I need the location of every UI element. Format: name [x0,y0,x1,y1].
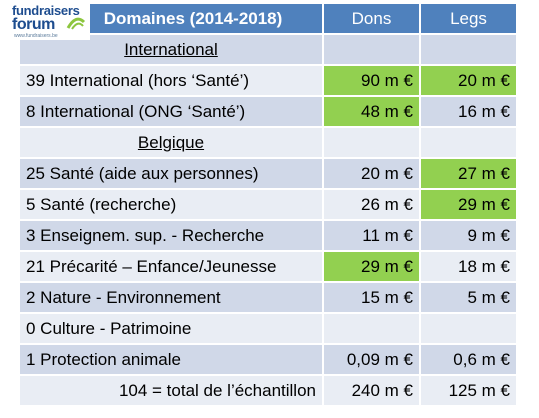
header-legs: Legs [421,4,516,33]
dons-value: 15 m € [324,283,419,312]
table-row: 0 Culture - Patrimoine [20,314,516,343]
total-row: 104 = total de l’échantillon 240 m €125 m… [20,376,516,405]
domain-label: 21 Précarité – Enfance/Jeunesse [20,252,322,281]
table-row: 2 Nature - Environnement 15 m €5 m € [20,283,516,312]
domain-label: 2 Nature - Environnement [20,283,322,312]
dons-value [324,35,419,64]
dons-value: 26 m € [324,190,419,219]
table-header-row: Domaines (2014-2018) Dons Legs [20,4,516,33]
logo-url: www.fundraisers.be [14,33,58,39]
dons-value [324,128,419,157]
legs-value [421,314,516,343]
domain-label: 1 Protection animale [20,345,322,374]
logo-line1: fundraisers [12,3,80,18]
section-label-text: International [124,39,218,59]
legs-value [421,128,516,157]
table-row: 8 International (ONG ‘Santé’) 48 m €16 m … [20,97,516,126]
table-row: 1 Protection animale 0,09 m €0,6 m € [20,345,516,374]
section-label-text: Belgique [137,132,205,152]
domain-label: 39 International (hors ‘Santé’) [20,66,322,95]
table-row: 21 Précarité – Enfance/Jeunesse 29 m €18 … [20,252,516,281]
table-row: 5 Santé (recherche) 26 m €29 m € [20,190,516,219]
legs-value: 5 m € [421,283,516,312]
domain-label: 8 International (ONG ‘Santé’) [20,97,322,126]
domain-label: 104 = total de l’échantillon [20,376,322,405]
legs-value [421,35,516,64]
domain-label: 25 Santé (aide aux personnes) [20,159,322,188]
legs-value: 9 m € [421,221,516,250]
legs-value: 16 m € [421,97,516,126]
section-row: International [20,35,516,64]
table-row: 3 Enseignem. sup. - Recherche 11 m €9 m € [20,221,516,250]
dons-value: 48 m € [324,97,419,126]
dons-value: 29 m € [324,252,419,281]
dons-value: 90 m € [324,66,419,95]
legs-value: 27 m € [421,159,516,188]
table-row: 39 International (hors ‘Santé’) 90 m €20 … [20,66,516,95]
legs-value: 20 m € [421,66,516,95]
domaines-table: Domaines (2014-2018) Dons Legs Internati… [18,2,518,407]
legs-value: 29 m € [421,190,516,219]
section-row: Belgique [20,128,516,157]
domain-label: 3 Enseignem. sup. - Recherche [20,221,322,250]
legs-value: 18 m € [421,252,516,281]
legs-value: 0,6 m € [421,345,516,374]
header-dons: Dons [324,4,419,33]
dons-value: 20 m € [324,159,419,188]
dons-value: 240 m € [324,376,419,405]
dons-value: 0,09 m € [324,345,419,374]
domain-label: 0 Culture - Patrimoine [20,314,322,343]
logo-swoosh-icon [66,17,86,30]
fundraisers-forum-logo: fundraisers forum www.fundraisers.be [0,0,90,40]
dons-value [324,314,419,343]
dons-value: 11 m € [324,221,419,250]
section-label: Belgique [20,128,322,157]
logo-line2: forum [12,16,55,33]
domain-label: 5 Santé (recherche) [20,190,322,219]
table-row: 25 Santé (aide aux personnes) 20 m €27 m … [20,159,516,188]
legs-value: 125 m € [421,376,516,405]
